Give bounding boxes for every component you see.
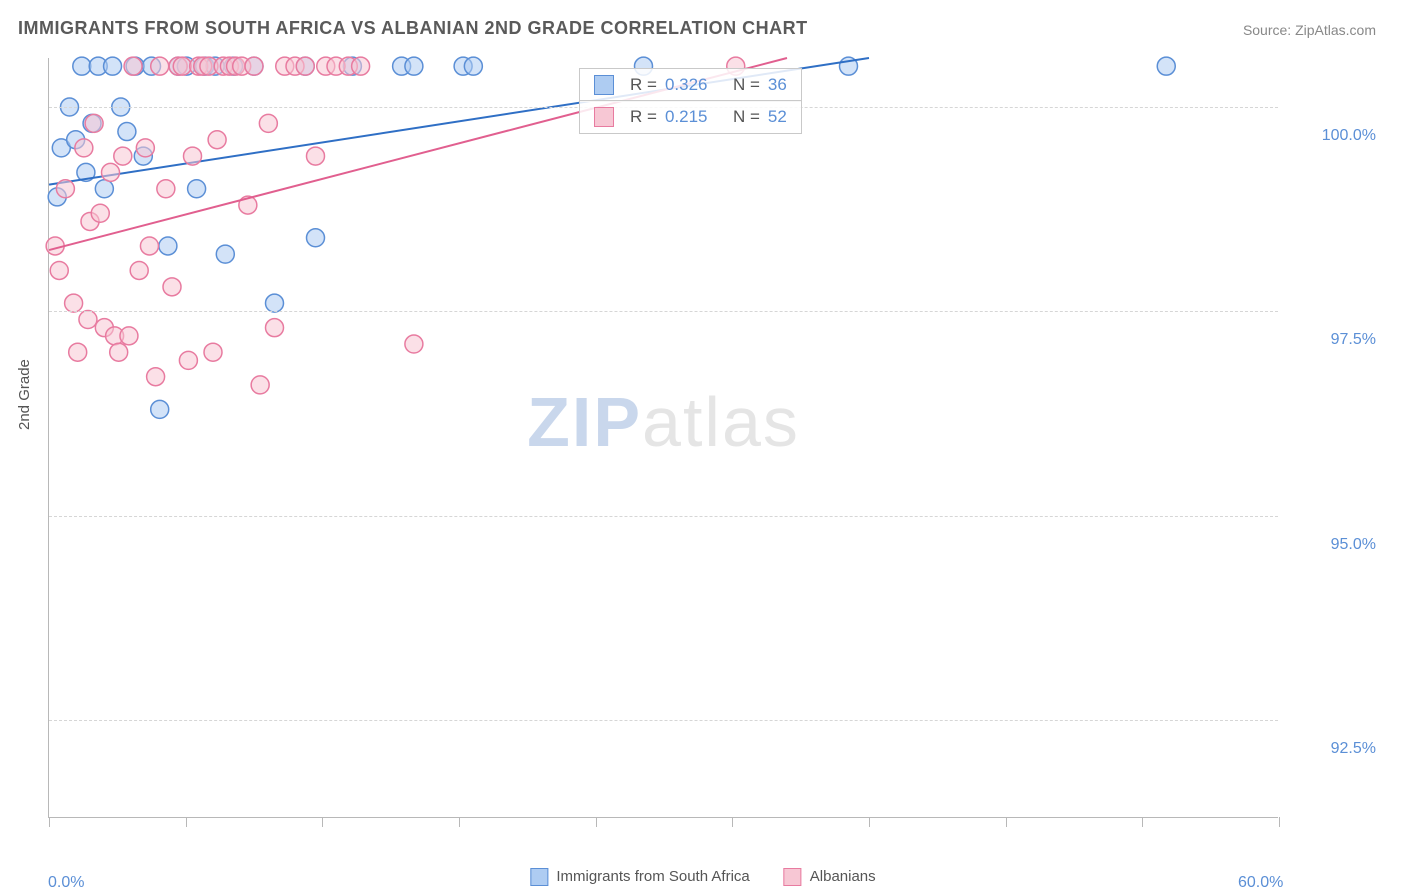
stat-n-value: 36 [768,75,787,95]
scatter-point [140,237,158,255]
scatter-point [159,237,177,255]
scatter-point [114,147,132,165]
scatter-point [179,351,197,369]
gridline-h [49,516,1278,517]
scatter-point [85,114,103,132]
legend-swatch [784,868,802,886]
scatter-point [173,57,191,75]
legend-item: Immigrants from South Africa [530,868,749,886]
scatter-point [151,57,169,75]
scatter-point [65,294,83,312]
scatter-point [50,261,68,279]
x-tick [1279,817,1280,827]
stat-box: R = 0.326 N = 36 [579,68,802,102]
scatter-point [251,376,269,394]
scatter-point [102,163,120,181]
scatter-point [266,319,284,337]
legend-swatch [594,75,614,95]
scatter-point [118,123,136,141]
stat-box: R = 0.215 N = 52 [579,100,802,134]
legend-label: Immigrants from South Africa [556,868,749,885]
scatter-point [124,57,142,75]
scatter-point [104,57,122,75]
scatter-point [245,57,263,75]
gridline-h [49,720,1278,721]
scatter-point [79,311,97,329]
source-label: Source: ZipAtlas.com [1243,22,1376,38]
stat-r-value: 0.326 [665,75,708,95]
scatter-point [130,261,148,279]
scatter-point [69,343,87,361]
x-tick [459,817,460,827]
y-tick-label: 95.0% [1331,536,1376,554]
legend-swatch [594,107,614,127]
scatter-point [95,180,113,198]
scatter-point [266,294,284,312]
x-tick [186,817,187,827]
x-tick [596,817,597,827]
scatter-point [1157,57,1175,75]
x-tick [49,817,50,827]
scatter-point [56,180,74,198]
stat-r-label: R = [630,107,657,127]
y-tick-label: 97.5% [1331,331,1376,349]
scatter-point [307,229,325,247]
stat-n-value: 52 [768,107,787,127]
scatter-point [120,327,138,345]
legend-item: Albanians [784,868,876,886]
scatter-point [307,147,325,165]
y-tick-label: 100.0% [1322,127,1376,145]
x-tick-label: 0.0% [48,874,84,892]
stat-r-value: 0.215 [665,107,708,127]
scatter-point [216,245,234,263]
y-tick-label: 92.5% [1331,740,1376,758]
x-tick [732,817,733,827]
x-tick [322,817,323,827]
x-tick-label: 60.0% [1238,874,1283,892]
scatter-point [296,57,314,75]
scatter-point [208,131,226,149]
stat-r-label: R = [630,75,657,95]
chart-svg [49,58,1278,817]
plot-area: ZIPatlas R = 0.326 N = 36R = 0.215 N = 5… [48,58,1278,818]
scatter-point [110,343,128,361]
x-tick [1006,817,1007,827]
scatter-point [405,57,423,75]
scatter-point [188,180,206,198]
scatter-point [151,400,169,418]
scatter-point [464,57,482,75]
scatter-point [405,335,423,353]
stat-n-label: N = [733,75,760,95]
scatter-point [91,204,109,222]
stat-n-label: N = [733,107,760,127]
chart-title: IMMIGRANTS FROM SOUTH AFRICA VS ALBANIAN… [18,18,808,39]
scatter-point [147,368,165,386]
scatter-point [259,114,277,132]
scatter-point [157,180,175,198]
scatter-point [136,139,154,157]
x-tick [869,817,870,827]
legend-label: Albanians [810,868,876,885]
scatter-point [204,343,222,361]
scatter-point [75,139,93,157]
legend-bottom: Immigrants from South Africa Albanians [530,868,875,886]
y-axis-label: 2nd Grade [16,359,33,430]
legend-swatch [530,868,548,886]
scatter-point [73,57,91,75]
x-tick [1142,817,1143,827]
scatter-point [184,147,202,165]
gridline-h [49,311,1278,312]
scatter-point [352,57,370,75]
scatter-point [163,278,181,296]
